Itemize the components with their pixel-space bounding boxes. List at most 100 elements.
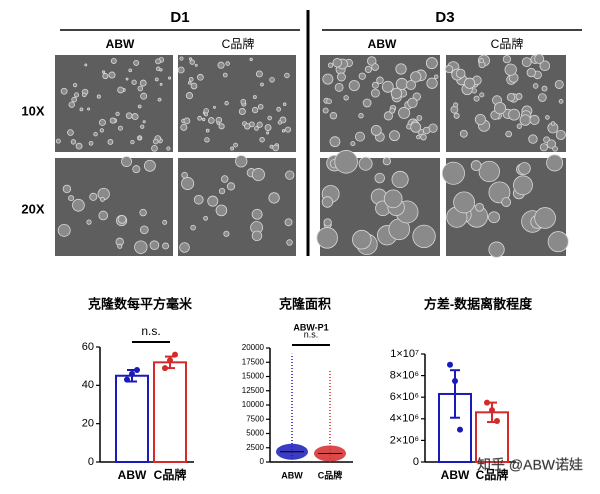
y-tick-label: 17500 bbox=[242, 357, 265, 366]
cell bbox=[358, 156, 373, 171]
data-point bbox=[172, 351, 178, 358]
cell bbox=[139, 225, 149, 235]
cell bbox=[117, 215, 127, 224]
cell bbox=[539, 143, 548, 152]
cell bbox=[240, 98, 247, 105]
cell bbox=[87, 107, 91, 111]
cell bbox=[329, 136, 341, 148]
row-label: 20X bbox=[21, 201, 44, 216]
column-label: C品牌 bbox=[222, 37, 255, 51]
cell bbox=[251, 208, 263, 220]
cell bbox=[125, 112, 133, 120]
chart-subtitle: ABW-P1 bbox=[293, 322, 328, 332]
cell bbox=[321, 196, 334, 208]
cell bbox=[108, 71, 116, 79]
cell bbox=[493, 102, 507, 115]
cell bbox=[284, 72, 290, 79]
y-tick-label: 10000 bbox=[242, 400, 265, 409]
cell bbox=[233, 142, 238, 148]
cell bbox=[57, 223, 71, 237]
y-tick-label: 12500 bbox=[242, 386, 265, 395]
cell bbox=[366, 56, 377, 66]
cell bbox=[179, 242, 190, 253]
cell bbox=[181, 171, 188, 179]
cell bbox=[207, 117, 215, 124]
cell bbox=[455, 68, 466, 79]
cell bbox=[389, 107, 396, 114]
cell bbox=[130, 139, 135, 145]
cell bbox=[282, 102, 287, 107]
cell bbox=[558, 99, 564, 104]
cell bbox=[323, 218, 332, 227]
cell bbox=[251, 106, 259, 114]
cell bbox=[501, 197, 512, 207]
chart-title: 克隆面积 bbox=[279, 296, 331, 311]
x-tick-label: C品牌 bbox=[318, 469, 343, 480]
watermark: 知乎 @ABW诺娃 bbox=[477, 457, 583, 473]
cell bbox=[203, 215, 209, 221]
cell bbox=[521, 57, 532, 68]
cell bbox=[154, 77, 159, 82]
cell bbox=[204, 112, 208, 117]
micrographs bbox=[55, 53, 569, 258]
x-tick-label: ABW bbox=[118, 468, 147, 482]
cell bbox=[251, 168, 265, 182]
cell bbox=[518, 162, 531, 175]
cell bbox=[519, 114, 532, 126]
cell bbox=[256, 121, 263, 128]
cell bbox=[179, 56, 184, 61]
cell bbox=[110, 58, 117, 64]
cell bbox=[532, 83, 539, 89]
cell bbox=[188, 77, 194, 82]
data-point bbox=[484, 399, 490, 406]
y-tick-label: 5000 bbox=[246, 429, 264, 438]
cell bbox=[249, 57, 253, 62]
cell bbox=[453, 191, 476, 214]
cell bbox=[488, 211, 500, 224]
cell bbox=[410, 71, 422, 83]
cell bbox=[453, 112, 460, 119]
cell bbox=[98, 210, 109, 221]
cell bbox=[220, 175, 229, 183]
cell bbox=[488, 241, 505, 258]
bar bbox=[153, 361, 187, 464]
cell bbox=[82, 92, 87, 98]
x-tick-label: C品牌 bbox=[154, 467, 187, 482]
cell bbox=[140, 92, 148, 100]
cell bbox=[516, 123, 522, 129]
significance-label: n.s. bbox=[304, 329, 319, 339]
cell bbox=[391, 170, 409, 189]
cell bbox=[133, 59, 140, 66]
cell bbox=[539, 60, 551, 72]
cell bbox=[370, 88, 380, 98]
cell bbox=[358, 72, 366, 80]
cell bbox=[218, 123, 225, 130]
cell bbox=[185, 92, 194, 100]
y-tick-label: 15000 bbox=[242, 372, 265, 381]
cell bbox=[433, 74, 439, 79]
cell bbox=[504, 63, 517, 76]
cell bbox=[267, 115, 272, 121]
cell bbox=[441, 161, 465, 185]
cell bbox=[109, 117, 116, 124]
cell bbox=[187, 81, 192, 85]
cell bbox=[389, 130, 400, 142]
cell bbox=[79, 107, 84, 112]
cell bbox=[140, 124, 145, 129]
cell bbox=[244, 123, 251, 130]
cell bbox=[502, 55, 511, 64]
cell bbox=[528, 134, 538, 144]
cell bbox=[541, 85, 548, 92]
cell bbox=[474, 113, 486, 126]
cell bbox=[68, 101, 75, 108]
cell bbox=[534, 207, 556, 229]
cell bbox=[546, 139, 557, 149]
cell bbox=[336, 72, 346, 82]
cell bbox=[193, 194, 204, 205]
y-tick-label: 2×10⁶ bbox=[390, 434, 419, 446]
cell bbox=[390, 87, 403, 100]
cell bbox=[93, 131, 98, 137]
cell bbox=[416, 115, 423, 121]
cell bbox=[101, 70, 106, 74]
cell bbox=[260, 82, 264, 87]
